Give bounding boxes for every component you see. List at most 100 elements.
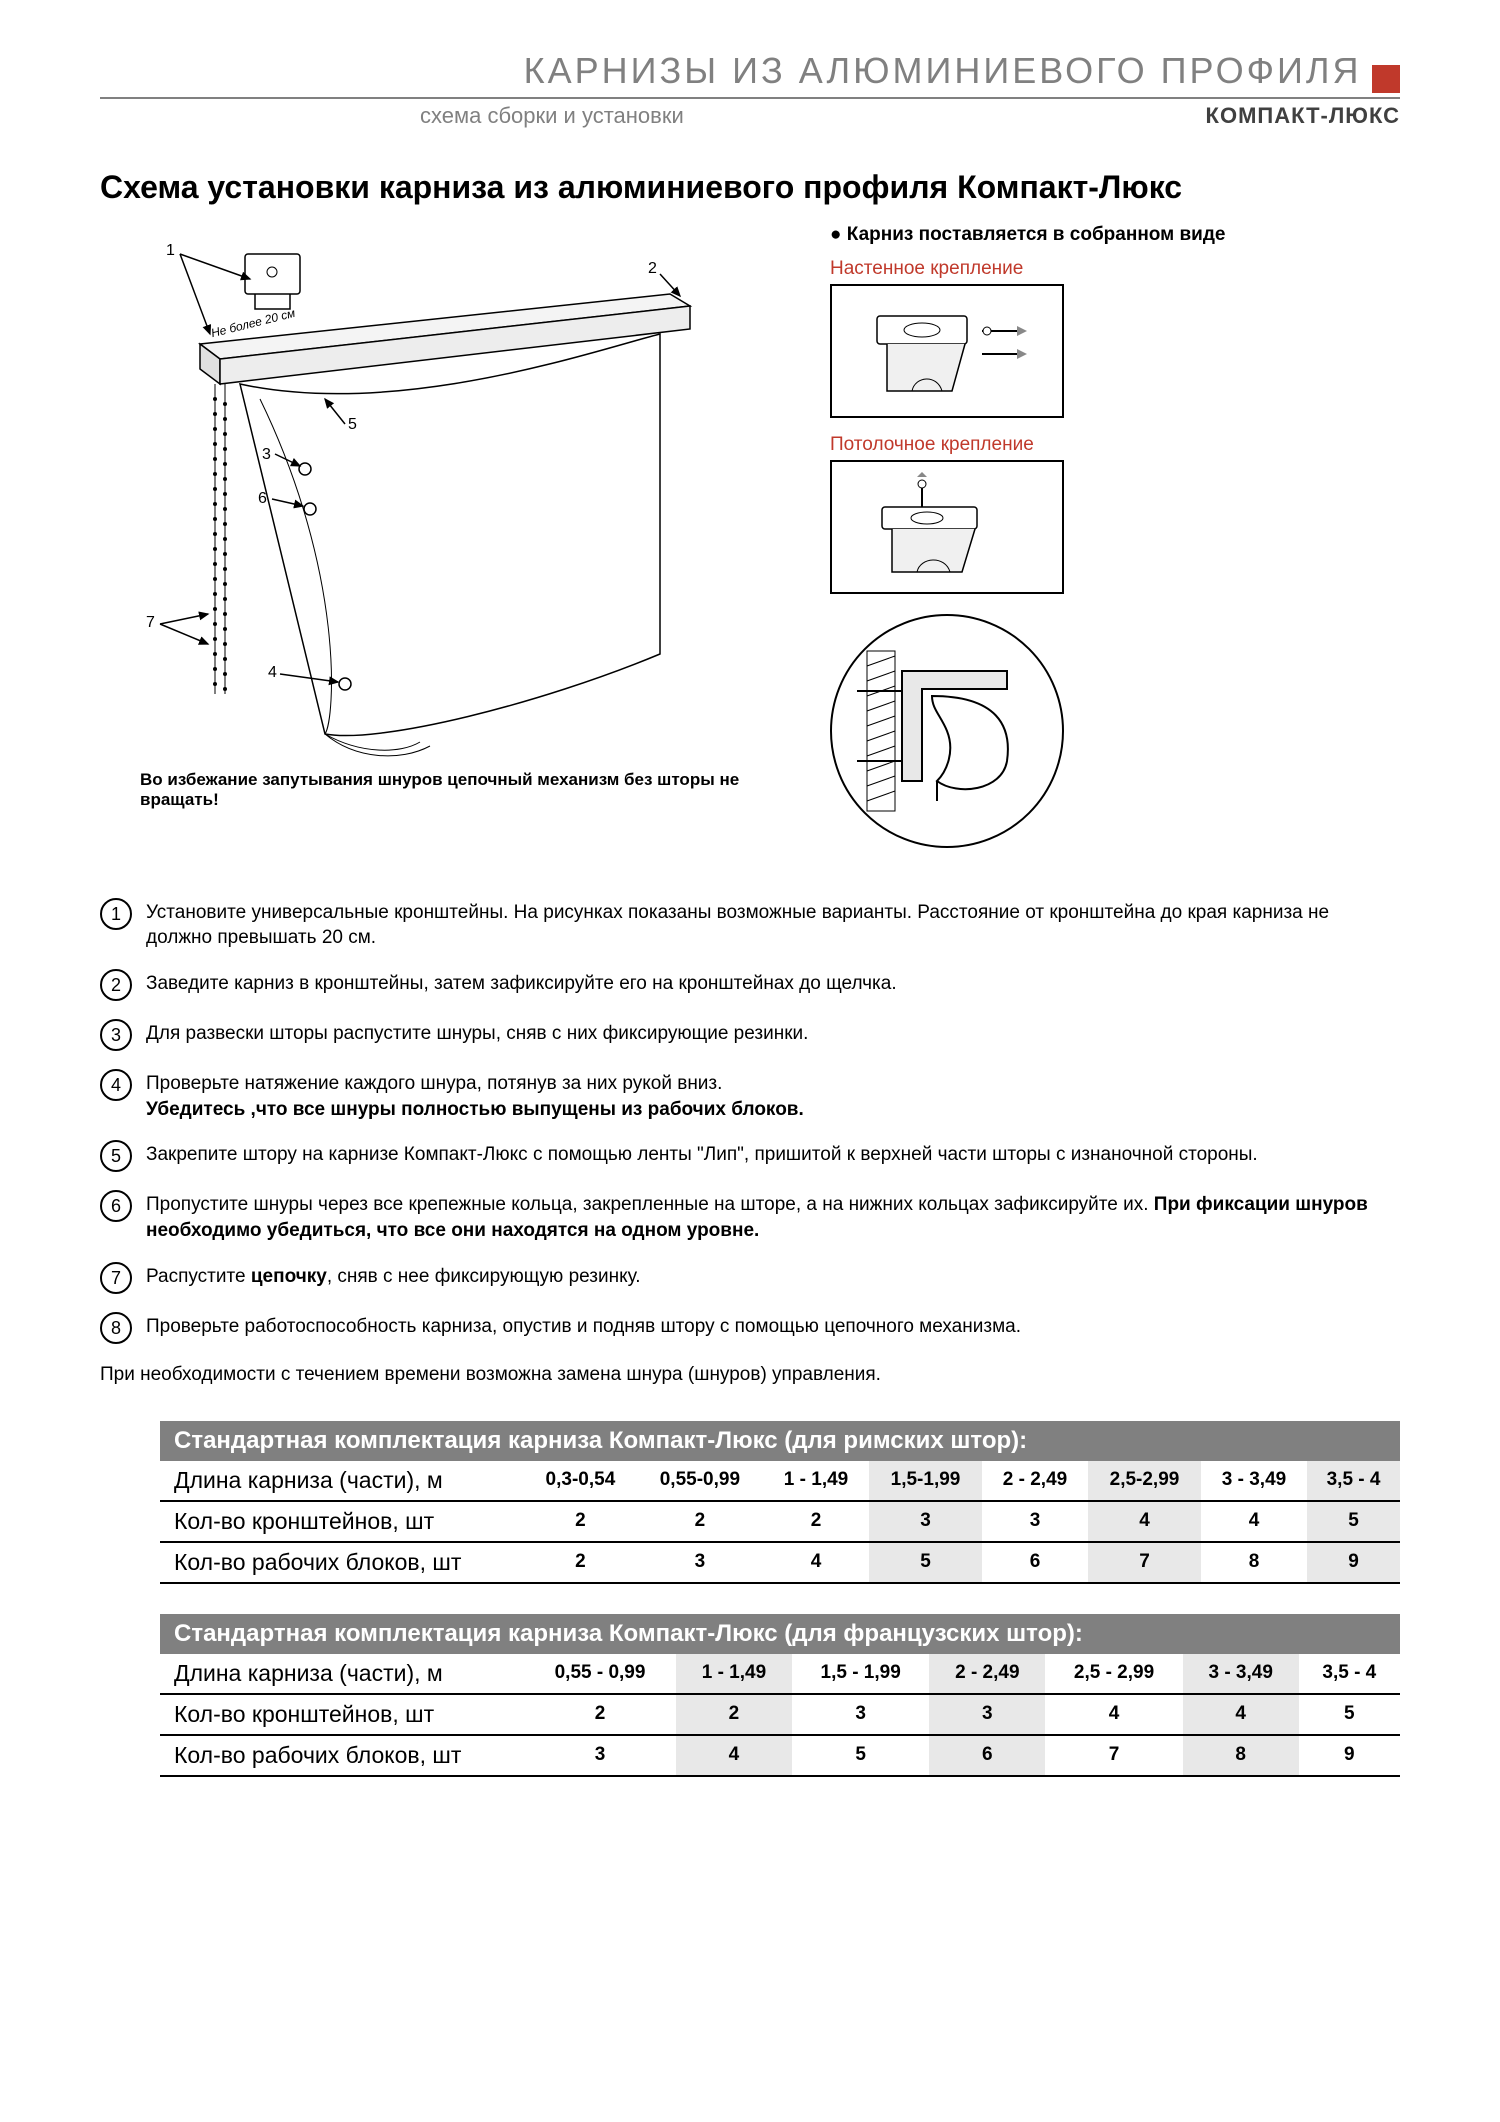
assembled-note: Карниз поставляется в собранном виде <box>830 224 1330 246</box>
table-cell: 4 <box>1045 1694 1183 1735</box>
table-cell: 1 - 1,49 <box>763 1461 869 1501</box>
profile-section-diagram <box>830 614 1064 848</box>
table-cell: 3,5 - 4 <box>1299 1654 1400 1694</box>
table-cell: 8 <box>1183 1735 1299 1776</box>
table-cell: 2 <box>524 1694 676 1735</box>
table-cell: 4 <box>1088 1501 1201 1542</box>
table-cell: 2 <box>524 1542 637 1583</box>
table-cell: 0,55-0,99 <box>637 1461 763 1501</box>
header: КАРНИЗЫ ИЗ АЛЮМИНИЕВОГО ПРОФИЛЯ <box>100 50 1400 99</box>
footnote: При необходимости с течением времени воз… <box>100 1364 1400 1386</box>
step-text: Закрепите штору на карнизе Компакт-Люкс … <box>146 1140 1258 1168</box>
wall-mount-label: Настенное крепление <box>830 258 1330 280</box>
step-number: 5 <box>100 1140 132 1172</box>
diagram-warning: Во избежание запутывания шнуров цепочный… <box>100 770 740 810</box>
table-cell: 5 <box>792 1735 930 1776</box>
table-cell: 9 <box>1307 1542 1400 1583</box>
step-text: Распустите цепочку, сняв с нее фиксирующ… <box>146 1262 641 1290</box>
table-cell: 7 <box>1045 1735 1183 1776</box>
step-5: 5 Закрепите штору на карнизе Компакт-Люк… <box>100 1140 1400 1172</box>
table-cell: 1 - 1,49 <box>676 1654 792 1694</box>
ceiling-mount-diagram <box>830 460 1064 594</box>
table-cell: 9 <box>1299 1735 1400 1776</box>
brand-square-icon <box>1372 65 1400 93</box>
sub-header: схема сборки и установки КОМПАКТ-ЛЮКС <box>100 103 1400 129</box>
table-cell: 2 <box>676 1694 792 1735</box>
table-roman: Стандартная комплектация карниза Компакт… <box>100 1421 1400 1584</box>
step-number: 4 <box>100 1069 132 1101</box>
table-cell: 7 <box>1088 1542 1201 1583</box>
table-cell: 4 <box>1183 1694 1299 1735</box>
table-cell: 2 <box>763 1501 869 1542</box>
step-number: 1 <box>100 898 132 930</box>
header-title: КАРНИЗЫ ИЗ АЛЮМИНИЕВОГО ПРОФИЛЯ <box>524 50 1362 91</box>
table-cell: 3 <box>637 1542 763 1583</box>
table-cell: 3 <box>792 1694 930 1735</box>
table-cell: 3 <box>929 1694 1045 1735</box>
table-cell: 2 - 2,49 <box>982 1461 1088 1501</box>
step-text: Для развески шторы распустите шнуры, сня… <box>146 1019 808 1047</box>
ceiling-mount-label: Потолочное крепление <box>830 434 1330 456</box>
table-cell: 8 <box>1201 1542 1307 1583</box>
table-cell: 2 - 2,49 <box>929 1654 1045 1694</box>
row-label: Кол-во кронштейнов, шт <box>160 1694 524 1735</box>
table-cell: 0,3-0,54 <box>524 1461 637 1501</box>
step-number: 7 <box>100 1262 132 1294</box>
callout-3: 3 <box>262 446 271 464</box>
table-cell: 2 <box>637 1501 763 1542</box>
callout-1: 1 <box>166 242 175 260</box>
callout-7: 7 <box>146 614 155 632</box>
row-label: Кол-во кронштейнов, шт <box>160 1501 524 1542</box>
row-label: Длина карниза (части), м <box>160 1461 524 1501</box>
step-text: Заведите карниз в кронштейны, затем зафи… <box>146 969 897 997</box>
wall-mount-diagram <box>830 284 1064 418</box>
callout-4: 4 <box>268 664 277 682</box>
table-cell: 5 <box>1299 1694 1400 1735</box>
step-number: 3 <box>100 1019 132 1051</box>
step-4: 4 Проверьте натяжение каждого шнура, пот… <box>100 1069 1400 1122</box>
table-cell: 3 <box>524 1735 676 1776</box>
table-cell: 5 <box>869 1542 982 1583</box>
table-cell: 4 <box>763 1542 869 1583</box>
step-number: 6 <box>100 1190 132 1222</box>
table-title: Стандартная комплектация карниза Компакт… <box>160 1614 1400 1654</box>
table-cell: 3 <box>869 1501 982 1542</box>
table-cell: 2,5 - 2,99 <box>1045 1654 1183 1694</box>
step-number: 2 <box>100 969 132 1001</box>
step-2: 2 Заведите карниз в кронштейны, затем за… <box>100 969 1400 1001</box>
table-cell: 2,5-2,99 <box>1088 1461 1201 1501</box>
table-cell: 1,5-1,99 <box>869 1461 982 1501</box>
steps-list: 1 Установите универсальные кронштейны. Н… <box>100 898 1400 1344</box>
assembly-svg <box>100 224 740 764</box>
table-cell: 6 <box>982 1542 1088 1583</box>
table-cell: 5 <box>1307 1501 1400 1542</box>
callout-2: 2 <box>648 260 657 278</box>
callout-5: 5 <box>348 416 357 434</box>
table-cell: 0,55 - 0,99 <box>524 1654 676 1694</box>
step-number: 8 <box>100 1312 132 1344</box>
main-title: Схема установки карниза из алюминиевого … <box>100 169 1400 206</box>
step-8: 8 Проверьте работоспособность карниза, о… <box>100 1312 1400 1344</box>
table-french: Стандартная комплектация карниза Компакт… <box>100 1614 1400 1777</box>
step-3: 3 Для развески шторы распустите шнуры, с… <box>100 1019 1400 1051</box>
row-label: Кол-во рабочих блоков, шт <box>160 1542 524 1583</box>
table-cell: 3,5 - 4 <box>1307 1461 1400 1501</box>
step-text: Проверьте работоспособность карниза, опу… <box>146 1312 1021 1340</box>
subtitle-left: схема сборки и установки <box>420 103 684 129</box>
table-cell: 3 - 3,49 <box>1201 1461 1307 1501</box>
step-text: Пропустите шнуры через все крепежные кол… <box>146 1190 1400 1243</box>
table-cell: 4 <box>676 1735 792 1776</box>
table-cell: 3 <box>982 1501 1088 1542</box>
callout-6: 6 <box>258 490 267 508</box>
step-text: Проверьте натяжение каждого шнура, потян… <box>146 1069 804 1122</box>
table-cell: 2 <box>524 1501 637 1542</box>
assembly-diagram: 1 2 3 4 5 6 7 Не более 20 см <box>100 224 740 764</box>
step-1: 1 Установите универсальные кронштейны. Н… <box>100 898 1400 951</box>
table-cell: 1,5 - 1,99 <box>792 1654 930 1694</box>
row-label: Длина карниза (части), м <box>160 1654 524 1694</box>
table-title: Стандартная комплектация карниза Компакт… <box>160 1421 1400 1461</box>
step-text: Установите универсальные кронштейны. На … <box>146 898 1400 951</box>
table-cell: 3 - 3,49 <box>1183 1654 1299 1694</box>
step-7: 7 Распустите цепочку, сняв с нее фиксиру… <box>100 1262 1400 1294</box>
row-label: Кол-во рабочих блоков, шт <box>160 1735 524 1776</box>
